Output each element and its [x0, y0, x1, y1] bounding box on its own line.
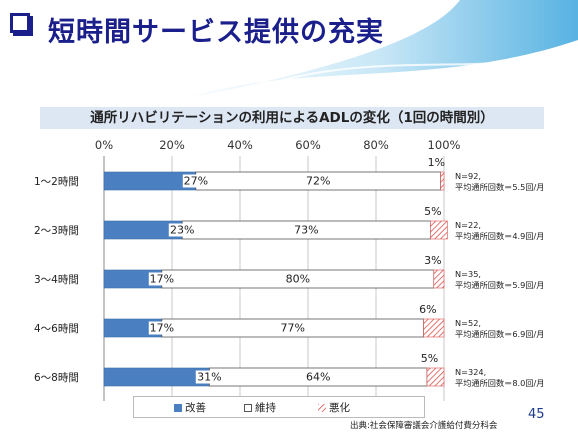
- legend-swatch-maintain: [244, 404, 252, 412]
- row-annotation: N=324, 平均通所回数＝8.0回/月: [455, 367, 544, 389]
- row-annotation: N=52, 平均通所回数＝6.9回/月: [455, 318, 544, 340]
- x-tick-label: 20%: [159, 138, 185, 152]
- sample-size: N=52,: [455, 318, 482, 328]
- legend: 改善 維持 悪化: [133, 396, 425, 418]
- x-tick-label: 40%: [227, 138, 253, 152]
- data-label-improve: 31%: [196, 370, 223, 384]
- category-label: 3～4時間: [34, 274, 79, 286]
- avg-visits: 平均通所回数＝4.9回/月: [455, 231, 545, 241]
- data-label-improve: 27%: [182, 174, 210, 188]
- data-label-maintain: 64%: [304, 370, 332, 384]
- x-tick-label: 100%: [427, 138, 461, 152]
- x-tick-label: 60%: [295, 138, 321, 152]
- data-label-worsen: 6%: [419, 303, 437, 316]
- data-label-improve: 17%: [148, 272, 176, 286]
- data-label-maintain: 80%: [284, 272, 312, 286]
- legend-item-worsen: 悪化: [318, 400, 350, 415]
- bar-worsen: [426, 367, 445, 387]
- legend-swatch-worsen: [318, 404, 326, 412]
- page-number: 45: [528, 407, 545, 422]
- bar-worsen: [440, 171, 445, 191]
- sample-size: N=22,: [455, 220, 482, 230]
- data-label-maintain: 73%: [293, 223, 320, 237]
- legend-label-worsen: 悪化: [329, 402, 350, 414]
- row-annotation: N=35, 平均通所回数＝5.9回/月: [455, 269, 544, 291]
- row-annotation: N=92, 平均通所回数＝5.5回/月: [455, 171, 544, 193]
- data-label-worsen: 5%: [424, 205, 442, 218]
- bar-improve: [103, 367, 210, 387]
- avg-visits: 平均通所回数＝5.9回/月: [455, 280, 545, 290]
- legend-item-maintain: 維持: [244, 400, 276, 415]
- sample-size: N=92,: [455, 171, 482, 181]
- category-label: 1～2時間: [34, 176, 79, 188]
- sample-size: N=324,: [455, 367, 487, 377]
- data-label-improve: 17%: [148, 321, 176, 335]
- legend-label-improve: 改善: [185, 402, 206, 414]
- data-label-improve: 23%: [168, 223, 196, 237]
- sample-size: N=35,: [455, 269, 482, 279]
- x-tick-label: 0%: [94, 138, 114, 152]
- legend-item-improve: 改善: [174, 400, 206, 415]
- row-annotation: N=22, 平均通所回数＝4.9回/月: [455, 220, 544, 242]
- legend-label-maintain: 維持: [255, 402, 276, 414]
- category-label: 2～3時間: [34, 225, 79, 237]
- slide-title: 短時間サービス提供の充実: [48, 17, 384, 48]
- avg-visits: 平均通所回数＝8.0回/月: [455, 378, 545, 388]
- bar-worsen: [423, 318, 445, 338]
- data-label-worsen: 5%: [420, 352, 439, 365]
- avg-visits: 平均通所回数＝6.9回/月: [455, 329, 545, 339]
- source-note: 出典:社会保障審議会介護給付費分科会: [350, 421, 498, 431]
- category-label: 6～8時間: [34, 372, 79, 384]
- data-label-maintain: 72%: [304, 174, 332, 188]
- data-label-maintain: 77%: [279, 321, 306, 335]
- bar-worsen: [430, 220, 448, 240]
- header-background: [180, 0, 578, 100]
- legend-swatch-improve: [174, 404, 182, 412]
- chart-title: 通所リハビリテーションの利用によるADLの変化（1回の時間別）: [40, 107, 544, 129]
- data-label-worsen: 1%: [427, 156, 446, 169]
- x-tick-label: 80%: [363, 138, 389, 152]
- category-label: 4～6時間: [34, 323, 79, 335]
- title-bullet-icon: [10, 13, 30, 33]
- avg-visits: 平均通所回数＝5.5回/月: [455, 182, 545, 192]
- data-label-worsen: 3%: [424, 254, 442, 267]
- bar-worsen: [433, 269, 445, 289]
